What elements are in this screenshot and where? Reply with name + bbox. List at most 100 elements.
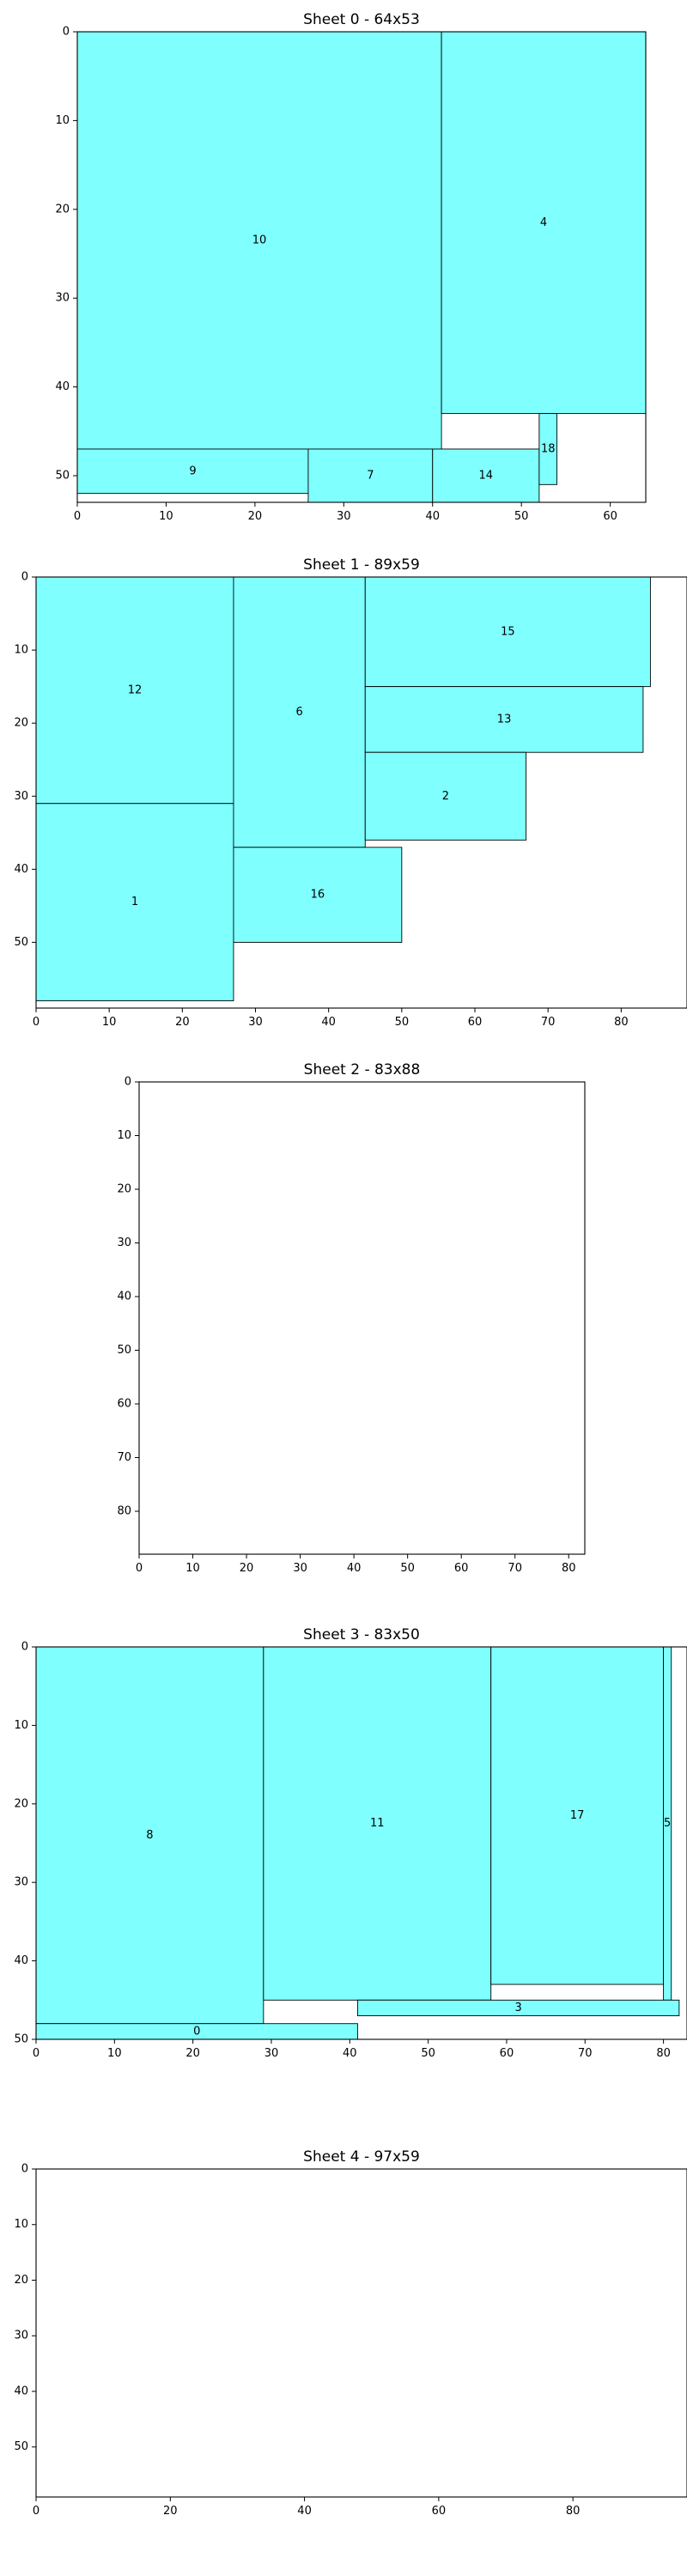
x-tick-label: 50 <box>514 510 529 523</box>
piece-label: 7 <box>367 469 374 482</box>
piece-18 <box>538 413 558 485</box>
x-tick-label: 20 <box>163 2505 178 2518</box>
x-tick-label: 40 <box>347 1562 362 1575</box>
y-tick-label: 60 <box>117 1398 131 1411</box>
piece-2 <box>364 751 527 841</box>
x-tick-label: 0 <box>74 510 81 523</box>
x-tick-label: 0 <box>33 2047 40 2060</box>
piece-17 <box>490 1646 665 1985</box>
piece-label: 3 <box>515 2002 522 2014</box>
sheet-frame <box>76 31 647 503</box>
sheet-frame <box>138 1081 586 1555</box>
y-tick-label: 40 <box>55 380 70 393</box>
piece-12 <box>35 576 234 805</box>
piece-label: 0 <box>193 2025 200 2038</box>
piece-label: 5 <box>664 1817 671 1830</box>
y-tick-label: 40 <box>14 1954 28 1967</box>
x-tick-label: 10 <box>159 510 173 523</box>
piece-label: 15 <box>501 625 515 638</box>
sheet-title: Sheet 3 - 83x50 <box>303 1626 420 1643</box>
x-tick-label: 30 <box>293 1562 307 1575</box>
sheet-frame <box>35 1646 687 2040</box>
x-tick-label: 60 <box>500 2047 514 2060</box>
x-tick-label: 40 <box>297 2505 312 2518</box>
piece-label: 10 <box>252 234 267 246</box>
x-tick-label: 0 <box>136 1562 143 1575</box>
x-tick-label: 30 <box>337 510 351 523</box>
x-tick-label: 60 <box>468 1016 483 1029</box>
piece-label: 8 <box>146 1829 153 1842</box>
piece-3 <box>356 1999 680 2017</box>
y-tick-label: 20 <box>55 203 70 216</box>
y-tick-label: 20 <box>14 717 28 730</box>
piece-label: 13 <box>497 713 512 726</box>
x-tick-label: 40 <box>321 1016 336 1029</box>
x-tick-label: 50 <box>400 1562 415 1575</box>
x-tick-label: 40 <box>343 2047 357 2060</box>
x-tick-label: 60 <box>432 2505 447 2518</box>
y-tick-label: 10 <box>14 644 28 657</box>
piece-13 <box>364 686 644 753</box>
piece-label: 9 <box>189 465 196 477</box>
piece-9 <box>76 448 309 495</box>
y-tick-label: 10 <box>117 1129 131 1142</box>
y-tick-label: 0 <box>21 2163 28 2176</box>
piece-label: 12 <box>128 683 143 696</box>
sheet-title: Sheet 0 - 64x53 <box>303 11 420 28</box>
x-tick-label: 40 <box>425 510 440 523</box>
x-tick-label: 10 <box>107 2047 122 2060</box>
y-tick-label: 0 <box>21 1641 28 1654</box>
piece-label: 11 <box>370 1817 385 1830</box>
y-tick-label: 20 <box>117 1183 131 1196</box>
y-tick-label: 10 <box>14 2218 28 2231</box>
y-tick-label: 10 <box>55 114 70 127</box>
piece-14 <box>432 448 540 503</box>
sheet-frame <box>35 576 687 1009</box>
x-tick-label: 0 <box>33 2505 40 2518</box>
x-tick-label: 20 <box>248 510 263 523</box>
y-tick-label: 50 <box>14 2033 28 2046</box>
piece-8 <box>35 1646 264 2025</box>
piece-10 <box>76 31 442 450</box>
piece-label: 1 <box>131 896 138 908</box>
piece-label: 18 <box>541 442 556 455</box>
y-tick-label: 30 <box>14 2330 28 2342</box>
x-tick-label: 30 <box>264 2047 279 2060</box>
sheet-0: Sheet 0 - 64x53 10 4 9 7 14 18 0 10 20 30 40 50 60 0 10… <box>55 11 647 523</box>
piece-label: 6 <box>295 706 302 719</box>
y-tick-label: 20 <box>14 1797 28 1810</box>
y-tick-label: 30 <box>14 790 28 803</box>
x-tick-label: 30 <box>248 1016 263 1029</box>
y-tick-label: 30 <box>117 1236 131 1249</box>
y-tick-label: 30 <box>55 292 70 305</box>
piece-label: 4 <box>540 216 547 229</box>
piece-7 <box>307 448 434 503</box>
piece-label: 17 <box>570 1809 585 1822</box>
x-tick-label: 0 <box>33 1016 40 1029</box>
y-tick-label: 0 <box>63 26 70 39</box>
sheet-title: Sheet 1 - 89x59 <box>303 556 420 574</box>
y-tick-label: 80 <box>117 1505 131 1518</box>
piece-label: 14 <box>479 469 494 482</box>
x-tick-label: 80 <box>562 1562 576 1575</box>
x-tick-label: 20 <box>185 2047 200 2060</box>
y-tick-label: 40 <box>14 863 28 876</box>
piece-4 <box>441 31 647 415</box>
y-tick-label: 50 <box>14 936 28 949</box>
y-tick-label: 0 <box>125 1076 131 1089</box>
x-tick-label: 70 <box>508 1562 522 1575</box>
sheet-2: Sheet 2 - 83x88 0 10 20 30 40 50 60 70 80 0 10 20 30 4… <box>117 1061 586 1575</box>
x-tick-label: 60 <box>603 510 617 523</box>
sheet-4: Sheet 4 - 97x59 0 20 40 60 80 0 10 20 30 40 50 <box>14 2148 687 2518</box>
x-tick-label: 20 <box>240 1562 254 1575</box>
y-tick-label: 50 <box>14 2440 28 2453</box>
piece-label: 16 <box>311 889 325 902</box>
x-tick-label: 80 <box>614 1016 629 1029</box>
x-tick-label: 70 <box>578 2047 593 2060</box>
y-tick-label: 50 <box>55 469 70 482</box>
piece-16 <box>233 847 403 943</box>
y-tick-label: 0 <box>21 571 28 584</box>
y-tick-label: 30 <box>14 1876 28 1889</box>
